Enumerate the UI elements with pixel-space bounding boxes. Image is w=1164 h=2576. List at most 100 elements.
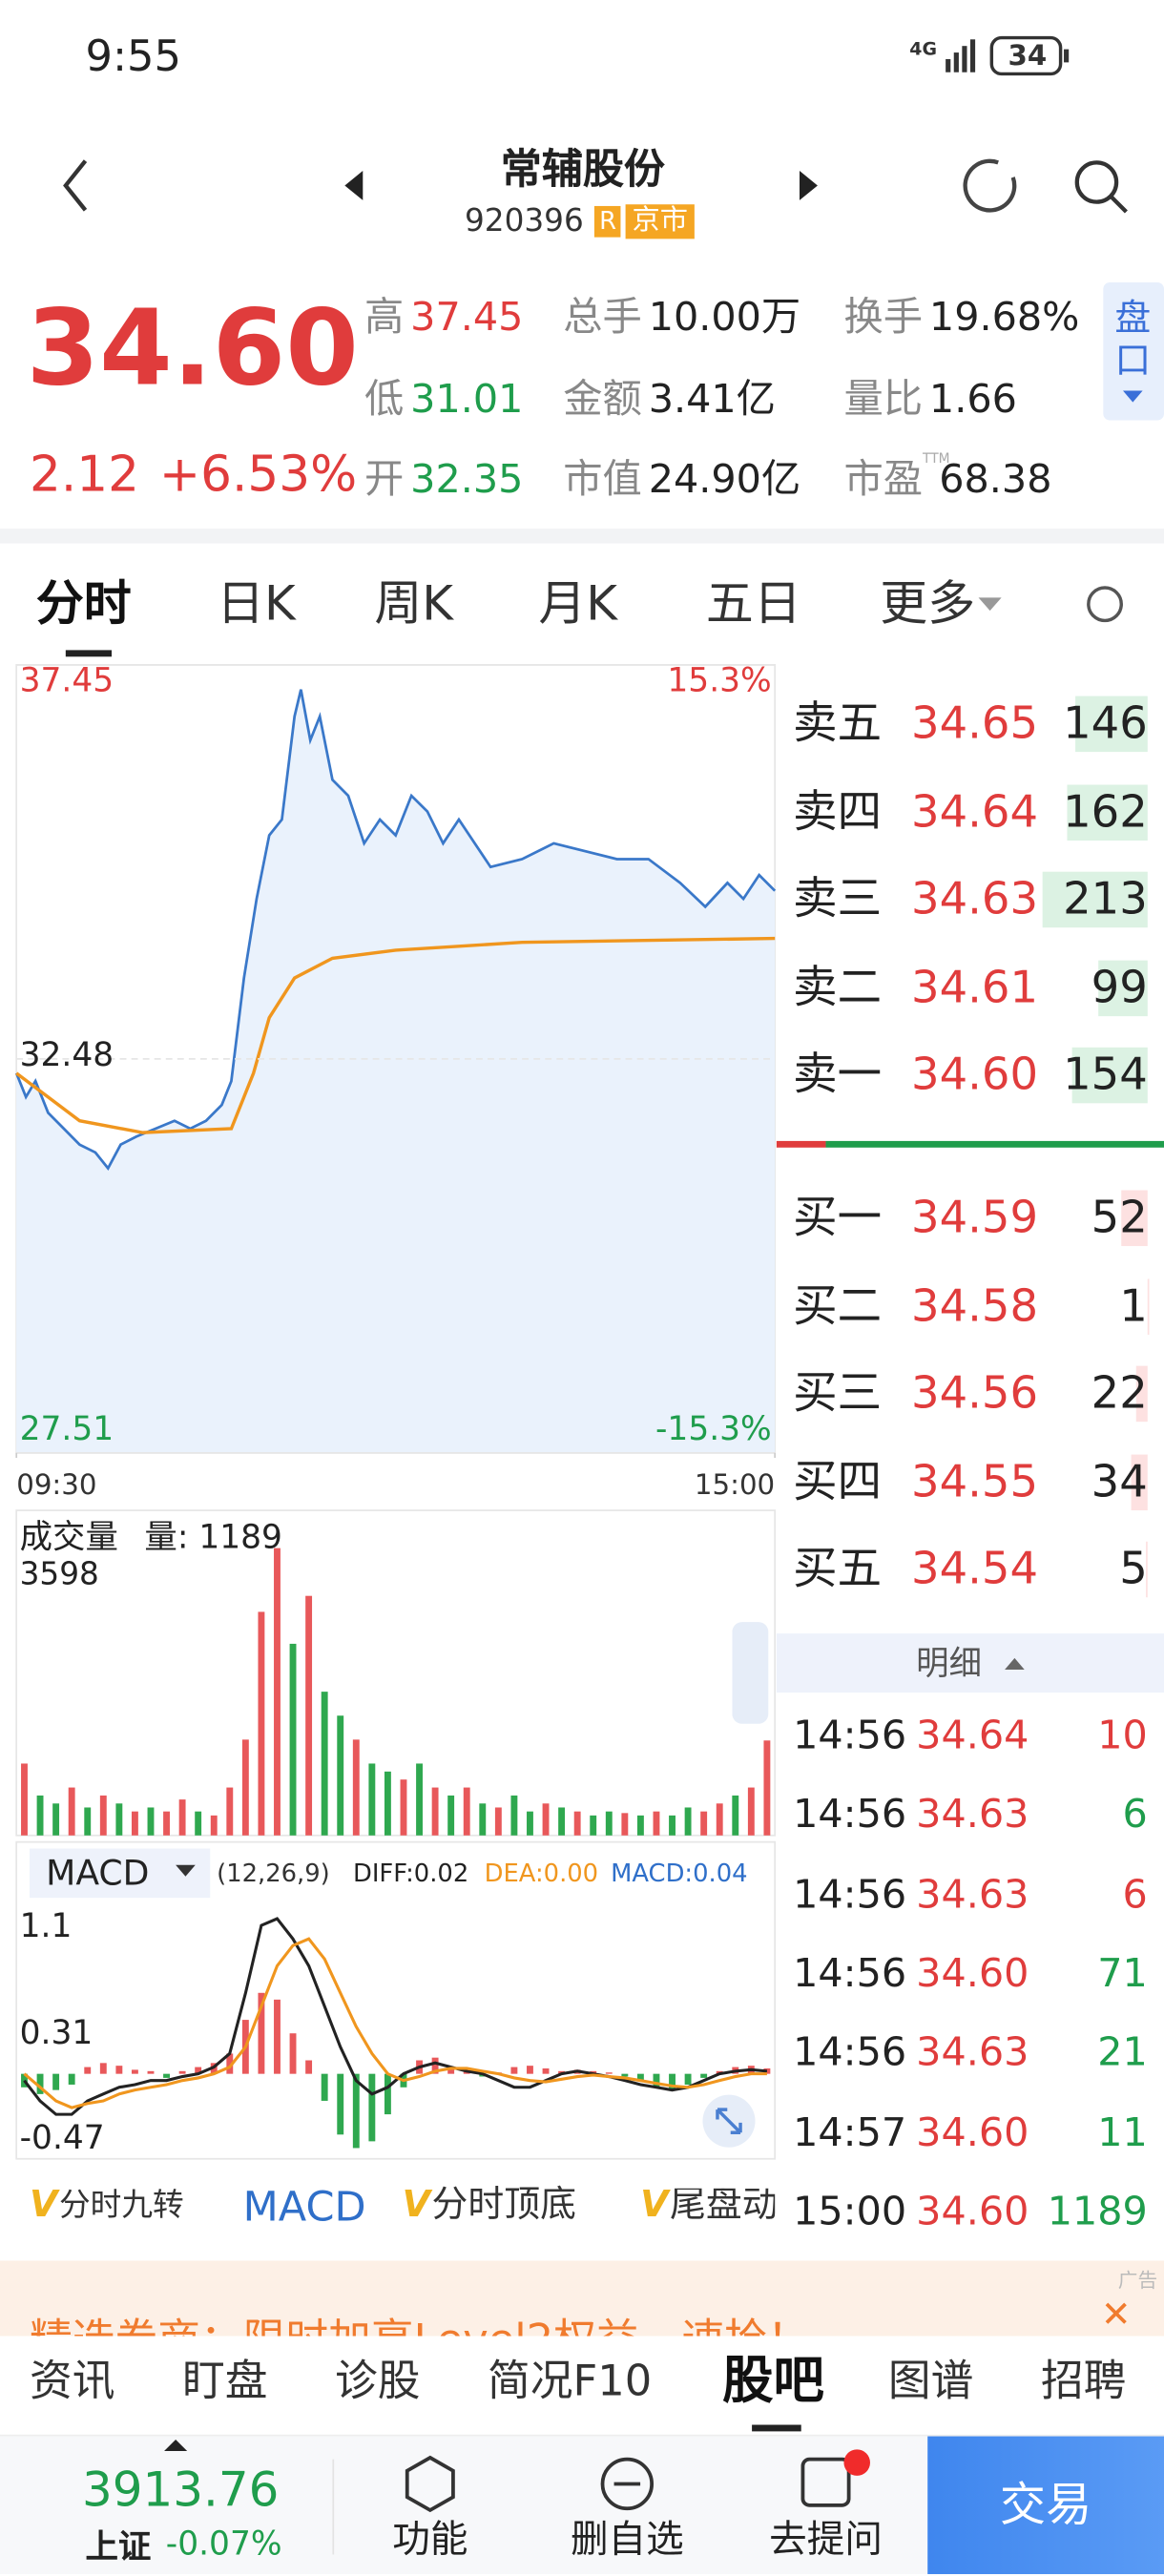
change: 2.12 xyxy=(29,447,139,505)
volume-bar xyxy=(305,1595,313,1836)
market: 京市 xyxy=(625,204,695,239)
book-volume: 22 xyxy=(1091,1368,1148,1420)
volume-bar xyxy=(68,1787,75,1836)
stat-value: 19.68% xyxy=(928,294,1080,341)
trade-price: 34.63 xyxy=(916,2029,1029,2076)
book-price: 34.56 xyxy=(911,1368,1039,1420)
tab: 五日 xyxy=(705,575,801,632)
refresh-icon[interactable] xyxy=(963,158,1017,213)
volume-bar xyxy=(653,1811,660,1836)
book-price: 34.64 xyxy=(911,786,1039,838)
macd-legend: DEA:0.00 xyxy=(485,1859,599,1888)
ad-banner[interactable]: 精选券商：限时加享Level2权益，速抢！ 广告 ✕ xyxy=(0,2260,1164,2337)
footer-button[interactable]: 去提问 xyxy=(769,2519,883,2563)
book-price: 34.61 xyxy=(911,962,1039,1013)
ask-icon xyxy=(800,2457,851,2507)
ask-badge xyxy=(843,2449,870,2476)
book-volume: 34 xyxy=(1091,1456,1148,1507)
macd-bar xyxy=(195,2067,202,2074)
trade-price: 34.64 xyxy=(916,1712,1029,1758)
trade-volume: 71 xyxy=(1097,1950,1148,1997)
book-label: 卖一 xyxy=(793,1049,883,1101)
volume-bar xyxy=(131,1811,138,1836)
macd-bar xyxy=(621,2073,629,2077)
macd-bar xyxy=(68,2073,75,2085)
settings-icon[interactable] xyxy=(1087,586,1123,623)
footer-button[interactable]: 删自选 xyxy=(570,2519,684,2563)
function-icon xyxy=(405,2455,455,2513)
bottom-tab[interactable]: 简况F10 xyxy=(488,2357,653,2407)
volume-bar xyxy=(321,1692,328,1836)
y-tick-label: 37.45 xyxy=(20,661,114,699)
volume-bar xyxy=(178,1799,186,1836)
bottom-tab[interactable]: 诊股 xyxy=(335,2357,421,2407)
trade-label[interactable]: 交易 xyxy=(999,2477,1092,2532)
stat-label: 换手 xyxy=(843,294,924,341)
prev-icon[interactable] xyxy=(344,170,364,200)
price-line xyxy=(14,689,777,1171)
volume-bar xyxy=(747,1787,755,1836)
volume-bar xyxy=(590,1815,597,1836)
book-label: 卖五 xyxy=(793,698,883,750)
macd-bar xyxy=(527,2066,533,2074)
bottom-tab[interactable]: 招聘 xyxy=(1040,2357,1127,2407)
panel-caret xyxy=(1122,390,1143,403)
volume-bar xyxy=(542,1803,550,1836)
x-tick-label: 09:30 xyxy=(16,1468,96,1501)
macd-tick-label: 1.1 xyxy=(20,1907,73,1945)
y-tick-label: 32.48 xyxy=(20,1036,114,1074)
book-label: 卖四 xyxy=(793,786,883,838)
volume-bar xyxy=(573,1811,581,1836)
stock-name: 常辅股份 xyxy=(500,145,665,194)
book-label: 买四 xyxy=(793,1456,883,1507)
macd-selector-bg[interactable] xyxy=(29,1848,211,1899)
index-value: 3913.76 xyxy=(82,2462,280,2518)
volume-bar xyxy=(700,1811,708,1836)
volume-bg xyxy=(1098,959,1148,1016)
ad-close[interactable]: ✕ xyxy=(1100,2295,1132,2337)
book-label: 买一 xyxy=(793,1193,883,1244)
bottom-tab[interactable]: 图谱 xyxy=(887,2357,974,2407)
change-pct: +6.53% xyxy=(158,447,358,505)
volume-bar xyxy=(684,1807,692,1836)
macd-tick-label: -0.47 xyxy=(20,2119,105,2157)
macd-bar xyxy=(99,2063,107,2074)
book-volume: 162 xyxy=(1063,786,1148,838)
remove-icon xyxy=(600,2457,655,2511)
macd-bar xyxy=(368,2073,376,2142)
trade-button[interactable] xyxy=(927,2436,1164,2575)
bottom-tab[interactable]: 股吧 xyxy=(722,2351,824,2411)
search-icon[interactable] xyxy=(1074,160,1119,204)
volume-bg xyxy=(1075,696,1148,753)
back-icon[interactable] xyxy=(63,159,88,212)
v-icon: V xyxy=(402,2185,430,2227)
trade-price: 34.63 xyxy=(916,1870,1029,1918)
volume-title: 成交量 xyxy=(20,1519,118,1557)
book-label: 买三 xyxy=(793,1368,883,1420)
book-label: 买二 xyxy=(793,1280,883,1332)
stat-label: 金额 xyxy=(563,376,642,423)
footer-button[interactable]: 功能 xyxy=(392,2519,468,2563)
indicator-tab[interactable]: 分时顶底 xyxy=(431,2185,577,2227)
macd-bar xyxy=(384,2073,391,2115)
indicator-tab[interactable]: 尾盘动 xyxy=(670,2188,776,2225)
volume-label: 量: 1189 xyxy=(144,1519,282,1557)
indicator-tab[interactable]: MACD xyxy=(242,2182,366,2231)
collapse-handle[interactable] xyxy=(732,1622,769,1724)
trade-volume: 6 xyxy=(1122,1791,1148,1839)
macd-title: MACD xyxy=(46,1852,149,1893)
macd-bar xyxy=(305,2060,313,2074)
volume-bar xyxy=(463,1787,470,1836)
macd-bar xyxy=(147,2070,155,2074)
bottom-tab[interactable]: 资讯 xyxy=(29,2357,115,2407)
next-icon[interactable] xyxy=(799,170,818,200)
stock-code: 920396 xyxy=(464,202,584,239)
book-volume: 99 xyxy=(1091,962,1148,1013)
indicator-tab[interactable]: 分时九转 xyxy=(58,2187,184,2224)
bottom-tab[interactable]: 盯盘 xyxy=(182,2357,268,2407)
macd-bar xyxy=(36,2073,44,2094)
volume-bar xyxy=(195,1811,202,1836)
bottom-tabs-bg xyxy=(0,2336,1164,2437)
book-label: 卖三 xyxy=(793,874,883,925)
macd-bar xyxy=(510,2067,518,2074)
